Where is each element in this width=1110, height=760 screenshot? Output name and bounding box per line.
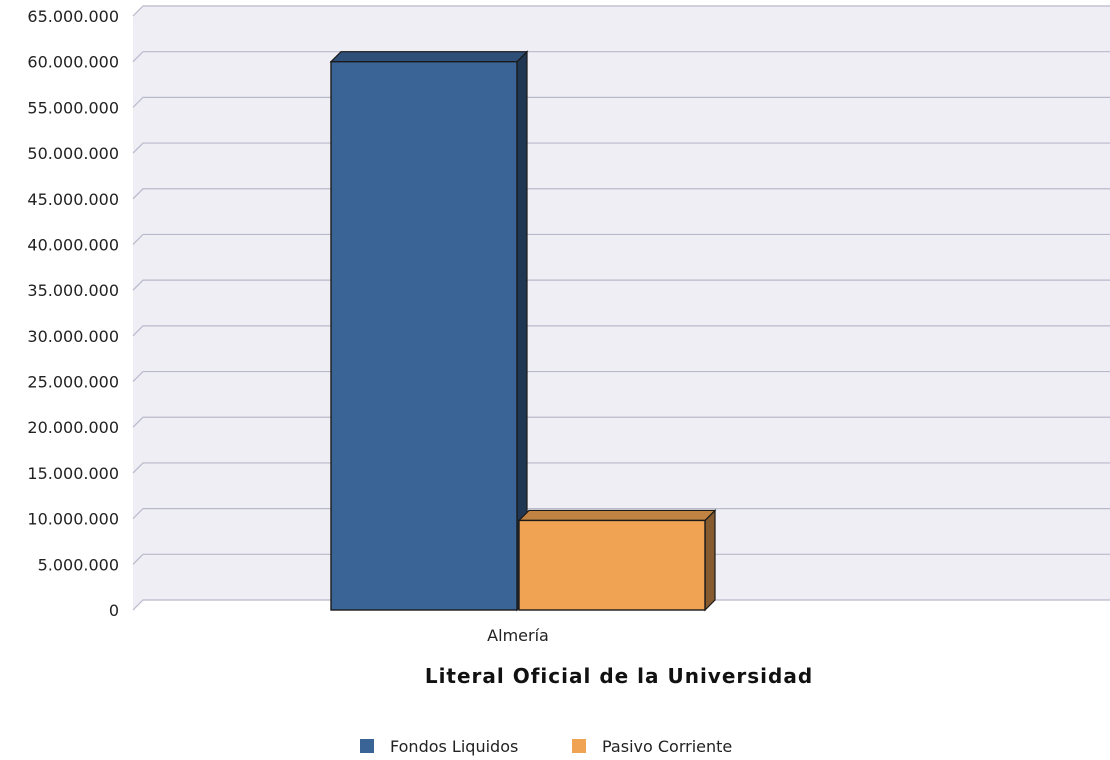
- bars: [329, 50, 717, 612]
- bar-front: [518, 519, 706, 611]
- legend-swatch: [360, 739, 374, 753]
- bar-front: [330, 60, 518, 611]
- y-tick-label: 45.000.000: [27, 190, 119, 209]
- x-axis-title: Literal Oficial de la Universidad: [425, 664, 813, 688]
- x-tick-label: Almería: [487, 626, 549, 645]
- y-tick-label: 5.000.000: [38, 555, 119, 574]
- y-axis: 0 5.000.000 10.000.000 15.000.000 20.000.000…: [27, 7, 119, 620]
- plot-back-wall: [143, 6, 1110, 600]
- grid-line: [132, 188, 1110, 200]
- x-axis: Almería: [487, 626, 549, 645]
- bar-top: [329, 51, 529, 63]
- grid-line: [132, 370, 1110, 382]
- y-tick-label: 15.000.000: [27, 464, 119, 483]
- y-tick-label: 35.000.000: [27, 281, 119, 300]
- grid-line: [132, 279, 1110, 291]
- y-tick-label: 60.000.000: [27, 53, 119, 72]
- y-tick-label: 30.000.000: [27, 327, 119, 346]
- y-tick-label: 50.000.000: [27, 144, 119, 163]
- y-tick-label: 0: [109, 601, 119, 620]
- grid-line: [132, 462, 1110, 474]
- grid-line: [132, 5, 1110, 17]
- legend-label: Pasivo Corriente: [602, 737, 732, 756]
- y-tick-label: 25.000.000: [27, 373, 119, 392]
- bar-pasivo-corriente: [517, 508, 717, 612]
- y-tick-label: 20.000.000: [27, 418, 119, 437]
- grid-line: [132, 233, 1110, 245]
- bar-fondos-liquidos: [329, 50, 529, 612]
- bar-top: [517, 509, 717, 522]
- legend-item: Pasivo Corriente: [572, 737, 732, 756]
- grid-line: [132, 599, 1110, 611]
- grid-line: [132, 416, 1110, 428]
- grid-line: [132, 325, 1110, 337]
- legend-swatch: [572, 739, 586, 753]
- grid-line: [132, 51, 1110, 63]
- y-tick-label: 40.000.000: [27, 235, 119, 254]
- bar-side: [704, 508, 716, 612]
- y-tick-label: 65.000.000: [27, 7, 119, 26]
- y-tick-label: 10.000.000: [27, 510, 119, 529]
- grid-line: [132, 553, 1110, 565]
- legend: Fondos Liquidos Pasivo Corriente: [360, 737, 732, 756]
- legend-label: Fondos Liquidos: [390, 737, 518, 756]
- legend-item: Fondos Liquidos: [360, 737, 518, 756]
- grid-line: [132, 96, 1110, 108]
- grid-line: [132, 508, 1110, 520]
- grid-line: [132, 142, 1110, 154]
- y-tick-label: 55.000.000: [27, 98, 119, 117]
